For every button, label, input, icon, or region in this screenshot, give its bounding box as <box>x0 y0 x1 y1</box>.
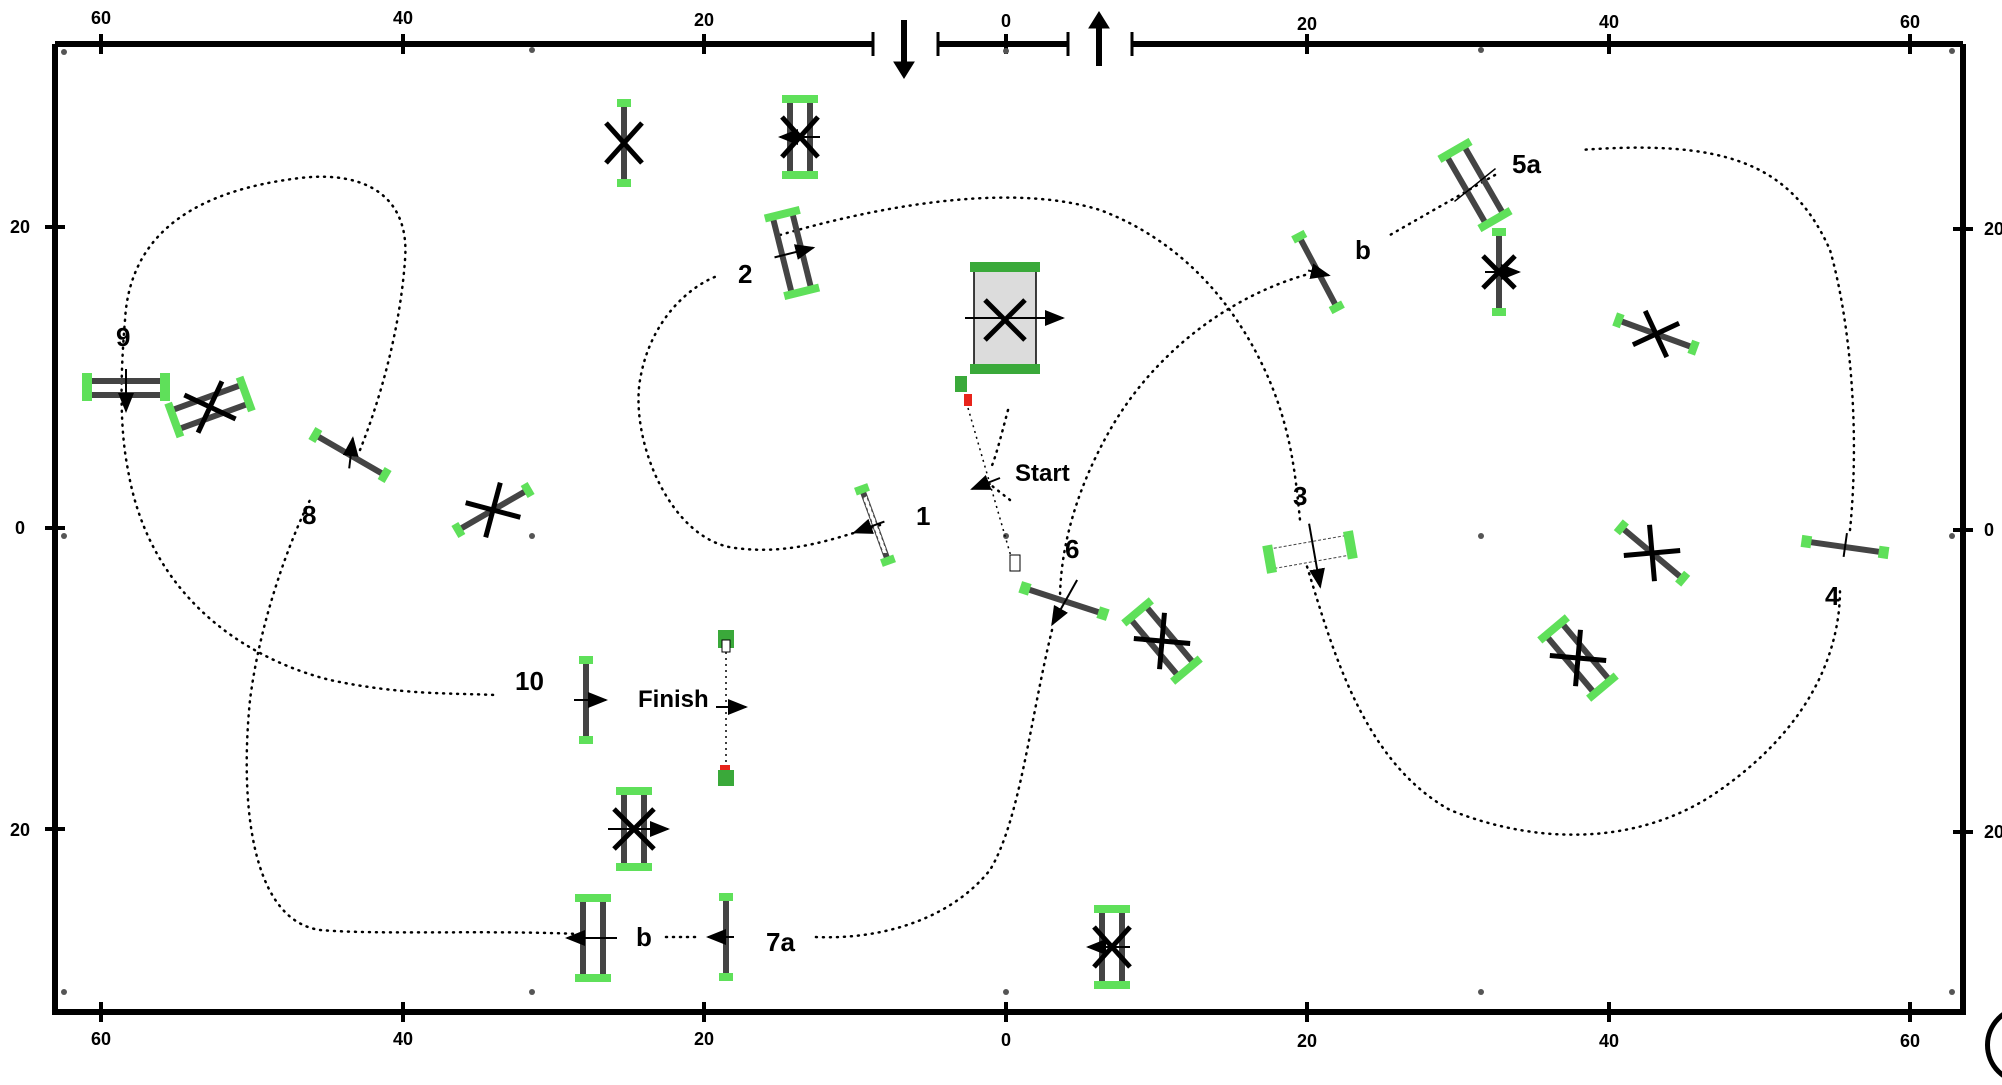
jump-2 <box>763 205 821 301</box>
jump-1 <box>852 483 896 567</box>
jump-9 <box>82 369 170 413</box>
unused-jump <box>451 481 535 539</box>
label-2: 2 <box>738 259 752 289</box>
label-10: 10 <box>515 666 544 696</box>
jump-6 <box>1018 579 1110 627</box>
unused-jump <box>1481 228 1521 316</box>
label-7a: 7a <box>766 927 795 957</box>
label-7b: b <box>636 922 652 952</box>
unused-jump <box>1613 519 1691 587</box>
ruler-bottom-label: 20 <box>694 1029 714 1048</box>
entry-exit-arrows <box>893 11 1110 79</box>
ruler-top-label: 40 <box>1599 12 1619 32</box>
jump-7b <box>565 894 617 982</box>
label-4: 4 <box>1825 581 1840 611</box>
unused-jump <box>164 375 256 439</box>
jump-5b <box>1291 229 1345 315</box>
unused-jump <box>1121 597 1203 685</box>
ruler-top-label: 0 <box>1001 11 1011 31</box>
unused-jump <box>604 99 644 187</box>
ruler-top-label: 20 <box>694 10 714 30</box>
ruler-right-label: 20 <box>1984 822 2002 842</box>
ruler-top-label: 40 <box>393 8 413 28</box>
unused-jump <box>1086 905 1132 989</box>
jump-3 <box>1262 523 1358 589</box>
label-5a: 5a <box>1512 149 1541 179</box>
jump-10 <box>574 656 608 744</box>
label-1: 1 <box>916 501 930 531</box>
jump-7a <box>706 893 734 981</box>
ruler-left-label: 20 <box>10 820 30 840</box>
ruler-right-label: 0 <box>1984 520 1994 540</box>
jump-5a <box>1437 137 1513 233</box>
ruler-top-label: 60 <box>1900 12 1920 32</box>
ruler-bottom-label: 40 <box>1599 1031 1619 1048</box>
ruler-bottom-labels: 60 40 20 0 20 40 60 <box>91 1029 1920 1048</box>
ruler-top-label: 20 <box>1297 14 1317 34</box>
ruler-left-label: 0 <box>15 518 25 538</box>
label-9: 9 <box>116 322 130 352</box>
ruler-bottom-label: 40 <box>393 1029 413 1048</box>
finish-line <box>716 630 748 786</box>
table-obstacle <box>965 262 1065 374</box>
finish-label: Finish <box>638 686 709 713</box>
ruler-top-labels: 60 40 20 0 20 40 60 <box>91 8 1920 34</box>
unused-jump <box>1537 614 1619 702</box>
label-6: 6 <box>1065 534 1079 564</box>
label-3: 3 <box>1293 481 1307 511</box>
ruler-left-labels: 20 0 20 <box>10 217 30 840</box>
jump-4 <box>1800 532 1890 560</box>
unused-jump <box>608 787 670 871</box>
label-8: 8 <box>302 500 316 530</box>
unused-jump <box>778 95 820 179</box>
ruler-top-label: 60 <box>91 8 111 28</box>
ruler-bottom-label: 0 <box>1001 1030 1011 1048</box>
jump-8 <box>308 426 392 484</box>
ruler-bottom-label: 60 <box>91 1029 111 1048</box>
ruler-bottom-label: 60 <box>1900 1031 1920 1048</box>
unused-jump <box>1612 309 1700 359</box>
course-path <box>120 146 1856 939</box>
label-5b: b <box>1355 235 1371 265</box>
start-line <box>955 376 1021 572</box>
ruler-bottom-label: 20 <box>1297 1031 1317 1048</box>
agility-course-map: 60 40 20 0 20 40 60 60 40 20 0 20 40 60 … <box>10 8 2002 1048</box>
ruler-right-label: 20 <box>1984 219 2002 239</box>
grid-dots <box>61 47 1955 995</box>
ruler-right-labels: 20 0 20 <box>1984 219 2002 842</box>
start-label: Start <box>1015 460 1070 487</box>
ruler-left-label: 20 <box>10 217 30 237</box>
ring-border <box>52 32 1966 1015</box>
ruler-ticks <box>45 34 1973 1022</box>
